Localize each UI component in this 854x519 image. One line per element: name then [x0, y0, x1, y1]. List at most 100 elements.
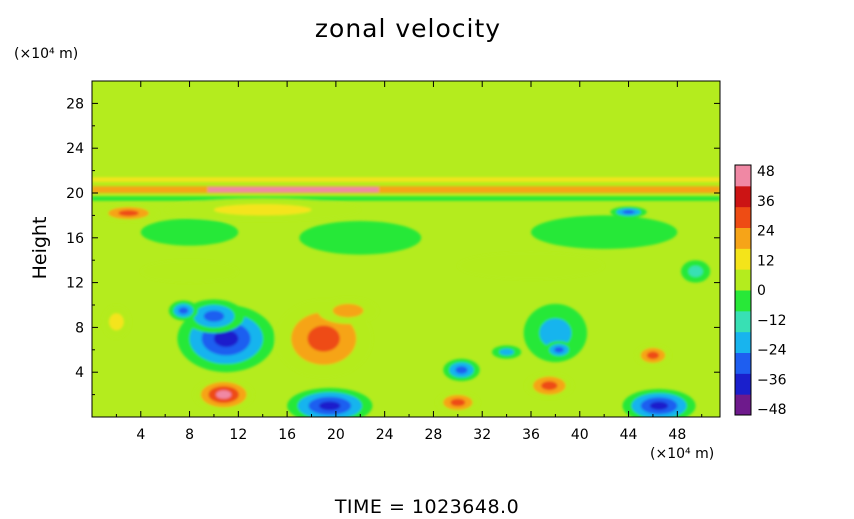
x-tick-label: 16 [278, 427, 296, 443]
x-tick-label: 48 [668, 427, 686, 443]
colorbar-swatch [735, 290, 751, 312]
field-feature-level [622, 210, 635, 214]
chart-title: zonal velocity [314, 14, 502, 43]
y-axis-unit: (×10⁴ m) [14, 46, 79, 62]
field-feature-level [118, 210, 139, 217]
colorbar-tick-label: −36 [757, 372, 787, 388]
colorbar-swatch [735, 165, 751, 187]
x-axis-unit: (×10⁴ m) [650, 446, 715, 462]
x-tick-label: 40 [571, 427, 589, 443]
field-feature-level [646, 351, 660, 360]
colorbar-tick-label: 0 [757, 283, 766, 299]
x-tick-label: 24 [376, 427, 394, 443]
colorbar-swatch [735, 185, 751, 208]
x-tick-label: 20 [327, 427, 345, 443]
y-tick-label: 16 [66, 231, 84, 247]
x-tick-label: 8 [185, 427, 194, 443]
y-tick-label: 20 [66, 186, 84, 202]
colorbar-tick-label: 36 [757, 194, 775, 210]
colorbar-tick-label: −24 [757, 343, 787, 359]
colorbar-tick-label: 24 [757, 224, 775, 240]
x-tick-label: 36 [522, 427, 540, 443]
field-feature-20 [530, 215, 678, 249]
field-feature-9 [491, 345, 522, 359]
colorbar-tick-label: 48 [757, 164, 775, 180]
field-feature-14 [634, 344, 672, 367]
field-band-0 [92, 186, 720, 193]
colorbar-swatch [735, 227, 751, 249]
field-feature-level [455, 366, 468, 374]
time-readout: TIME = 1023648.0 [334, 496, 520, 518]
field-band-3 [92, 177, 720, 182]
colorbar-swatch [735, 310, 751, 333]
field-feature-15 [101, 305, 132, 339]
field-feature-level [299, 221, 422, 255]
field-band-1 [207, 186, 379, 193]
field-feature-24 [680, 260, 711, 283]
y-tick-label: 28 [66, 96, 84, 112]
field-feature-level [140, 218, 239, 246]
field-feature-21 [610, 206, 647, 218]
field-feature-level [539, 318, 572, 348]
field-feature-23 [457, 252, 605, 280]
plot-frame [91, 80, 721, 418]
y-tick-label: 8 [75, 320, 84, 336]
field-feature-level [203, 310, 225, 322]
field-feature-level [554, 346, 564, 353]
field-feature-level [541, 381, 558, 391]
colorbar-tick-label: 12 [757, 253, 775, 269]
colorbar-swatch [735, 248, 751, 270]
field-feature-4 [317, 297, 379, 325]
field-feature-16 [98, 204, 160, 223]
field-feature-level [530, 215, 678, 249]
colorbar-frame [734, 164, 752, 416]
field-feature-7 [435, 391, 480, 414]
field-band-2 [92, 196, 720, 201]
colorbar-tick-label: −48 [757, 402, 787, 418]
field-feature-level [307, 325, 340, 352]
field-feature-level [216, 390, 232, 399]
y-axis: 4 8 12 16 20 24 28 [66, 96, 720, 396]
x-tick-label: 4 [136, 427, 145, 443]
x-axis: 4 8 12 16 20 24 28 32 36 40 44 48 [115, 81, 703, 443]
colorbar-tick-label: −12 [757, 313, 787, 329]
field-feature-10 [524, 372, 574, 400]
y-tick-label: 24 [66, 141, 84, 157]
field-features [92, 177, 720, 417]
field-feature-level [213, 330, 239, 347]
y-tick-label: 4 [75, 365, 84, 381]
field-feature-level [688, 265, 703, 277]
field-feature-level [457, 252, 605, 280]
field-feature-8 [443, 358, 480, 382]
field-feature-12 [544, 340, 574, 359]
field-feature-level [140, 260, 239, 283]
colorbar-swatch [735, 394, 751, 416]
field-feature-18 [140, 218, 239, 246]
field-feature-level [450, 398, 466, 407]
colorbar-swatch [735, 373, 751, 395]
field-feature-6 [287, 387, 373, 417]
x-tick-label: 32 [473, 427, 491, 443]
field-feature-22 [140, 260, 239, 283]
x-tick-label: 44 [620, 427, 638, 443]
field-feature-19 [299, 221, 422, 255]
field-feature-level [649, 401, 669, 410]
x-tick-label: 12 [229, 427, 247, 443]
field-feature-1 [183, 299, 245, 334]
field-feature-level [319, 401, 341, 411]
x-tick-label: 28 [425, 427, 443, 443]
field-feature-level [499, 348, 514, 356]
field-feature-level [332, 303, 364, 318]
colorbar-swatch [735, 206, 751, 228]
field-feature-13 [622, 389, 696, 417]
field-background [92, 81, 720, 417]
colorbar-swatch [735, 269, 751, 291]
y-tick-label: 12 [66, 276, 84, 292]
field-feature-level [109, 313, 124, 331]
field-feature-level [213, 204, 312, 216]
colorbar-swatch [735, 352, 751, 374]
colorbar: 48 36 24 12 0 −12 −24 −36 −48 [734, 164, 787, 418]
field-layer [92, 81, 720, 417]
